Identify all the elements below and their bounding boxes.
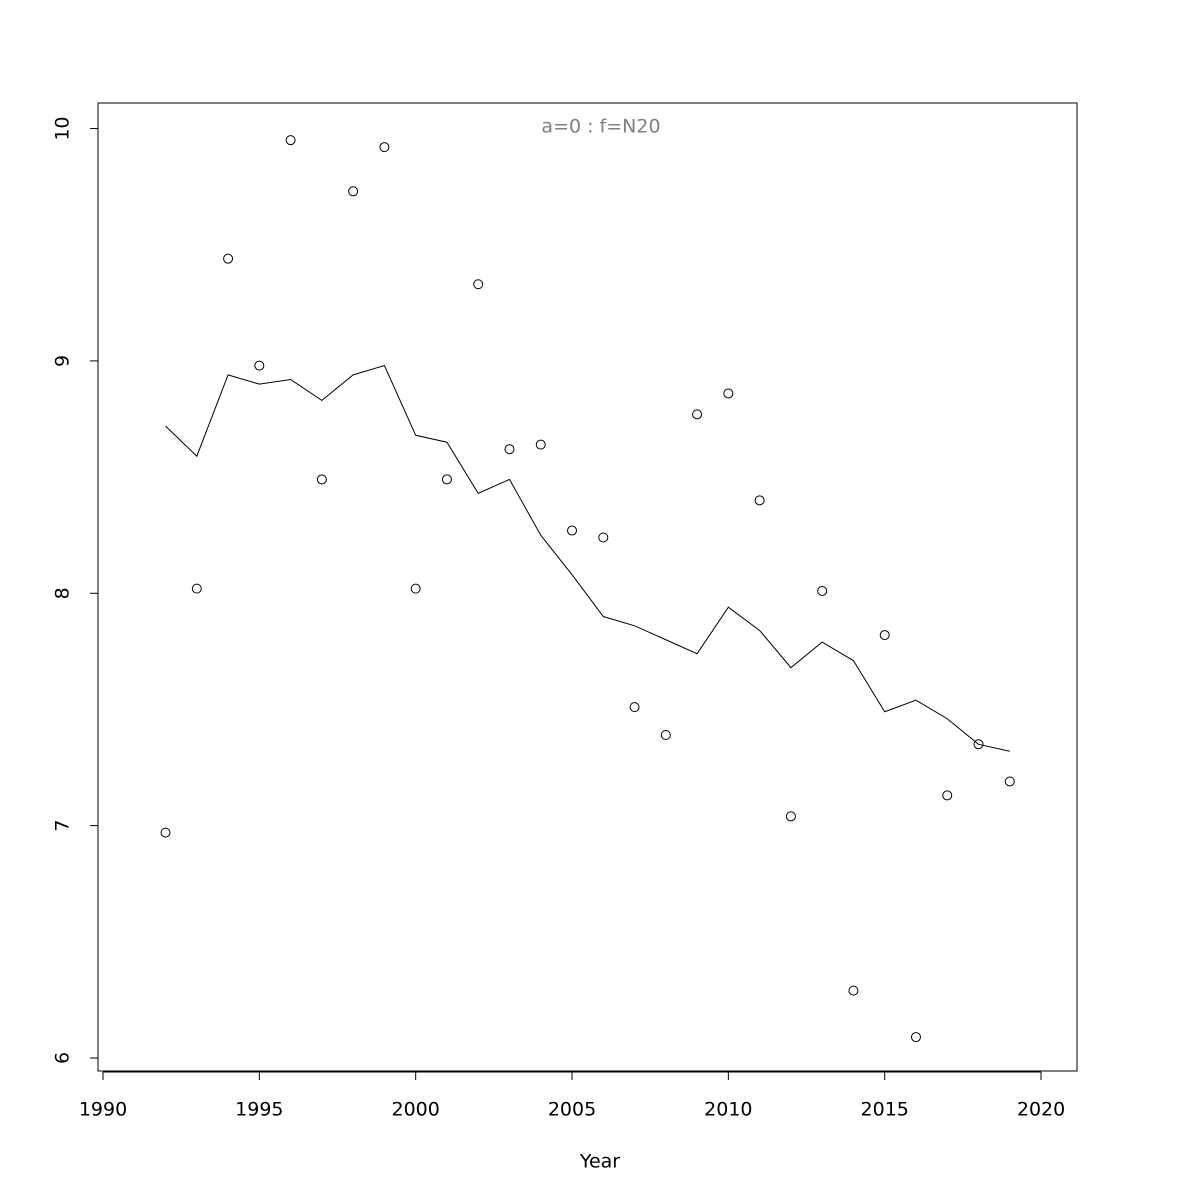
x-tick-label: 2000 — [392, 1099, 440, 1121]
data-point — [535, 439, 546, 450]
y-tick-label: 10 — [52, 116, 74, 140]
data-point — [567, 525, 578, 536]
data-point — [441, 474, 452, 485]
data-point — [629, 702, 640, 713]
x-tick-label: 1990 — [79, 1099, 127, 1121]
data-point — [910, 1032, 921, 1043]
data-point — [473, 279, 484, 290]
data-point — [660, 730, 671, 741]
data-point — [598, 532, 609, 543]
chart-title: a=0 : f=N20 — [541, 116, 660, 138]
data-point — [410, 583, 421, 594]
x-tick-label: 2010 — [704, 1099, 752, 1121]
data-point — [785, 811, 796, 822]
y-tick-label: 7 — [52, 820, 74, 832]
x-tick-label: 2005 — [548, 1099, 596, 1121]
data-point — [191, 583, 202, 594]
data-point — [942, 790, 953, 801]
data-point — [285, 135, 296, 146]
x-tick-label: 1995 — [235, 1099, 283, 1121]
data-point — [254, 360, 265, 371]
trend-line — [165, 364, 1010, 752]
data-point — [379, 142, 390, 153]
data-point — [1004, 776, 1015, 787]
data-point — [879, 630, 890, 641]
data-point — [754, 495, 765, 506]
data-point — [723, 388, 734, 399]
x-tick-label: 2015 — [861, 1099, 909, 1121]
data-point — [817, 585, 828, 596]
x-axis-label: Year — [579, 1151, 620, 1173]
y-tick-label: 9 — [52, 355, 74, 367]
plot-box — [97, 102, 1078, 1072]
data-point — [692, 409, 703, 420]
data-point — [973, 739, 984, 750]
data-point — [223, 253, 234, 264]
y-tick-label: 8 — [52, 587, 74, 599]
data-point — [348, 186, 359, 197]
data-point — [316, 474, 327, 485]
data-point — [504, 444, 515, 455]
data-point — [848, 985, 859, 996]
y-tick-label: 6 — [52, 1052, 74, 1064]
data-point — [160, 827, 171, 838]
x-tick-label: 2020 — [1017, 1099, 1065, 1121]
